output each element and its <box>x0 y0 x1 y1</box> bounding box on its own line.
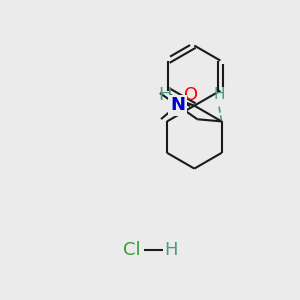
Text: H: H <box>158 86 172 104</box>
Text: -O: -O <box>177 86 198 104</box>
Text: H: H <box>165 241 178 259</box>
Text: N: N <box>170 96 185 114</box>
Text: Cl: Cl <box>123 241 141 259</box>
Text: H: H <box>213 87 225 102</box>
Text: N: N <box>170 96 185 114</box>
